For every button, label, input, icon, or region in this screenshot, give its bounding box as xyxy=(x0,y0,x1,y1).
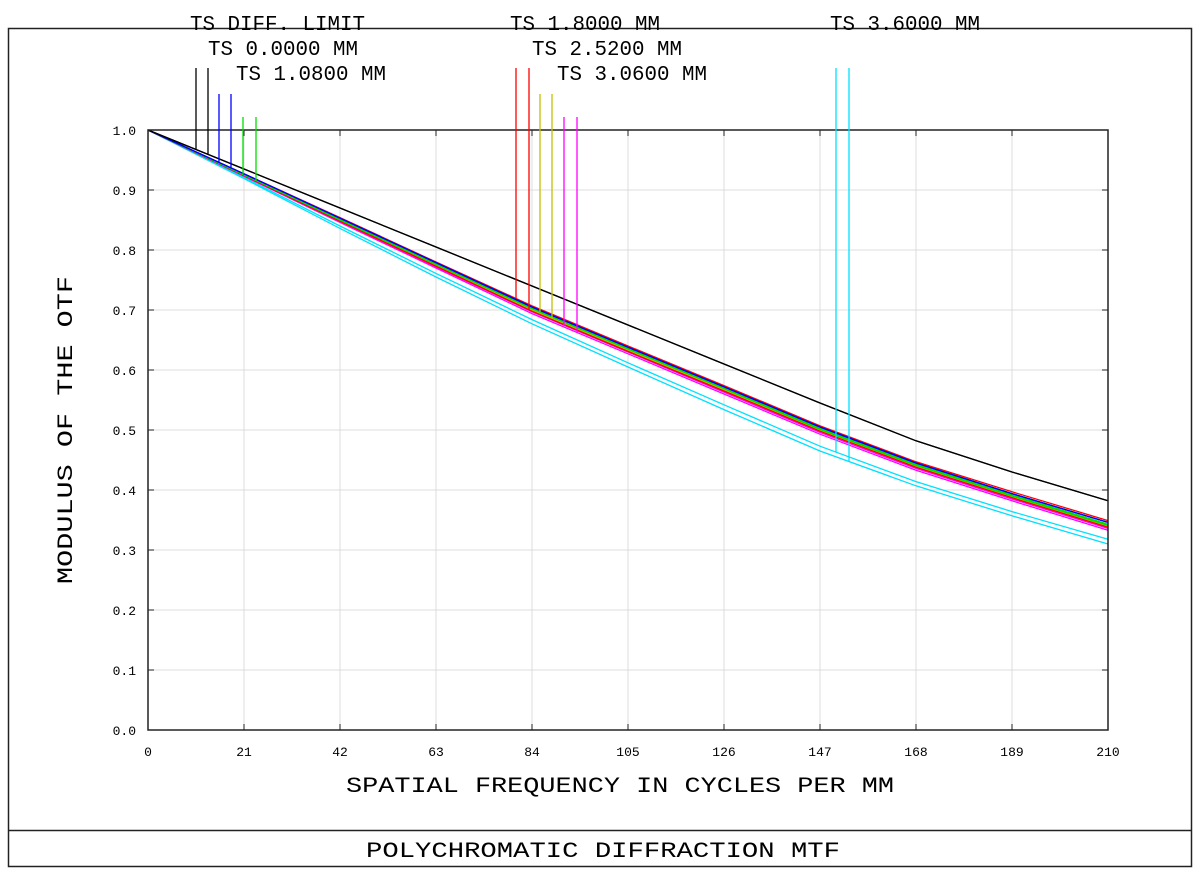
x-tick-label: 0 xyxy=(144,745,152,760)
mtf-curve-s xyxy=(147,129,1109,502)
legend-label: TS 1.8000 MM xyxy=(510,14,660,37)
y-tick-label: 1.0 xyxy=(113,124,136,139)
legend-label: TS 0.0000 MM xyxy=(208,39,358,62)
y-tick-label: 0.0 xyxy=(113,724,136,739)
x-tick-label: 63 xyxy=(428,745,444,760)
y-tick-label: 0.6 xyxy=(113,364,136,379)
y-tick-label: 0.4 xyxy=(113,484,137,499)
outer-frame xyxy=(7,27,1193,868)
y-tick-label: 0.1 xyxy=(113,664,137,679)
x-tick-label: 210 xyxy=(1096,745,1119,760)
x-tick-label: 105 xyxy=(616,745,639,760)
x-tick-label: 21 xyxy=(236,745,252,760)
y-tick-label: 0.2 xyxy=(113,604,136,619)
chart-title: POLYCHROMATIC DIFFRACTION MTF xyxy=(366,839,840,864)
grid xyxy=(147,129,1109,731)
legend-label: TS 1.0800 MM xyxy=(236,64,386,87)
legend-label: TS DIFF. LIMIT xyxy=(190,14,365,37)
y-tick-label: 0.9 xyxy=(113,184,136,199)
legend-label: TS 3.0600 MM xyxy=(557,64,707,87)
mtf-curve-t xyxy=(147,129,1109,540)
x-tick-label: 168 xyxy=(904,745,927,760)
y-axis-label: MODULUS OF THE OTF xyxy=(54,276,79,584)
mtf-curve-s xyxy=(147,129,1109,528)
x-tick-label: 189 xyxy=(1000,745,1023,760)
x-tick-label: 126 xyxy=(712,745,735,760)
y-tick-label: 0.8 xyxy=(113,244,136,259)
mtf-curve-s xyxy=(147,129,1109,524)
x-tick-label: 147 xyxy=(808,745,831,760)
curves xyxy=(147,129,1109,545)
mtf-curve-s xyxy=(147,129,1109,527)
x-tick-label: 42 xyxy=(332,745,348,760)
y-tick-label: 0.3 xyxy=(113,544,136,559)
mtf-curve-s xyxy=(147,129,1109,545)
legend-label: TS 2.5200 MM xyxy=(532,39,682,62)
x-tick-label: 84 xyxy=(524,745,540,760)
axis-ticks: 0 21 42 63 84 105 126 147 168 189 210 0.0 0.1 0.2 0.3 0… xyxy=(113,124,1120,760)
legend-label: TS 3.6000 MM xyxy=(830,14,980,37)
mtf-curve-s xyxy=(147,129,1109,531)
y-tick-label: 0.7 xyxy=(113,304,136,319)
x-axis-label: SPATIAL FREQUENCY IN CYCLES PER MM xyxy=(346,774,894,799)
y-tick-label: 0.5 xyxy=(113,424,136,439)
